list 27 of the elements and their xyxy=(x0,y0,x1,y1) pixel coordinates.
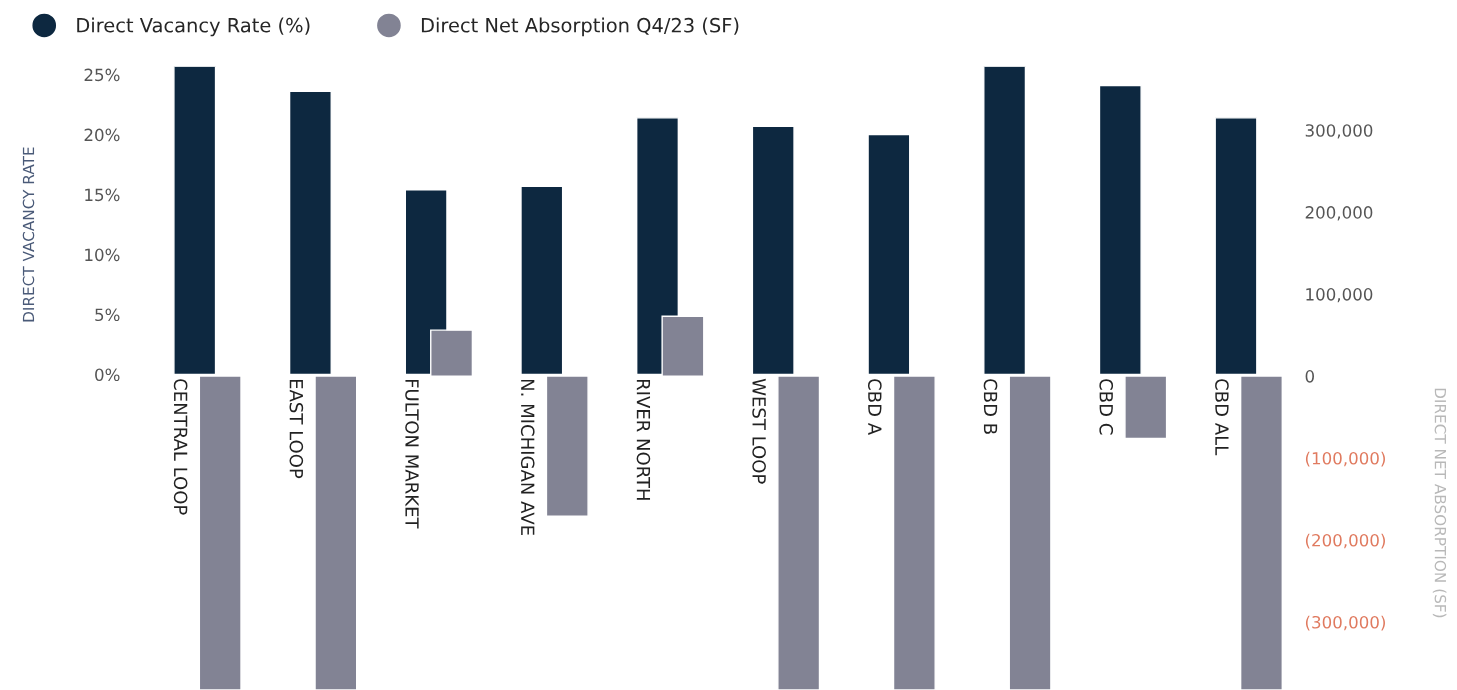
y-axis-title: DIRECT VACANCY RATE xyxy=(22,147,35,322)
x-tick-label: WEST LOOP xyxy=(752,378,766,484)
y-tick-label: 25% xyxy=(84,68,120,82)
legend-label: Direct Vacancy Rate (%) xyxy=(77,17,310,37)
y2-tick-label: 200,000 xyxy=(1305,206,1373,221)
x-tick-label: FULTON MARKET xyxy=(405,379,419,529)
x-tick-label: CBD C xyxy=(1099,379,1114,435)
x-tick-label: RIVER NORTH xyxy=(636,379,651,500)
x-tick-label: CBD B xyxy=(983,379,998,434)
y-tick-label: 5% xyxy=(95,308,120,322)
y-tick-label: 15% xyxy=(85,188,120,202)
y-tick-label: 10% xyxy=(85,248,120,262)
y-tick-label: 20% xyxy=(84,128,120,142)
x-tick-label: CBD ALL xyxy=(1215,379,1229,456)
y2-tick-label: 300,000 xyxy=(1305,124,1373,139)
y2-tick-label: 0 xyxy=(1305,370,1314,383)
x-tick-label: CENTRAL LOOP xyxy=(173,379,188,515)
legend-label: Direct Net Absorption Q4/23 (SF) xyxy=(421,17,739,37)
y2-tick-label: 100,000 xyxy=(1306,288,1373,303)
x-tick-label: N. MICHIGAN AVE xyxy=(520,379,535,535)
y-tick-label: 0% xyxy=(95,368,120,382)
y2-tick-label: (200,000) xyxy=(1305,533,1385,549)
x-tick-label: EAST LOOP xyxy=(289,379,304,479)
y2-axis-title: DIRECT NET ABSORPTION (SF) xyxy=(1432,388,1447,618)
y2-tick-label: (300,000) xyxy=(1305,615,1385,631)
x-tick-label: CBD A xyxy=(868,379,882,435)
y2-tick-label: (100,000) xyxy=(1305,451,1385,467)
